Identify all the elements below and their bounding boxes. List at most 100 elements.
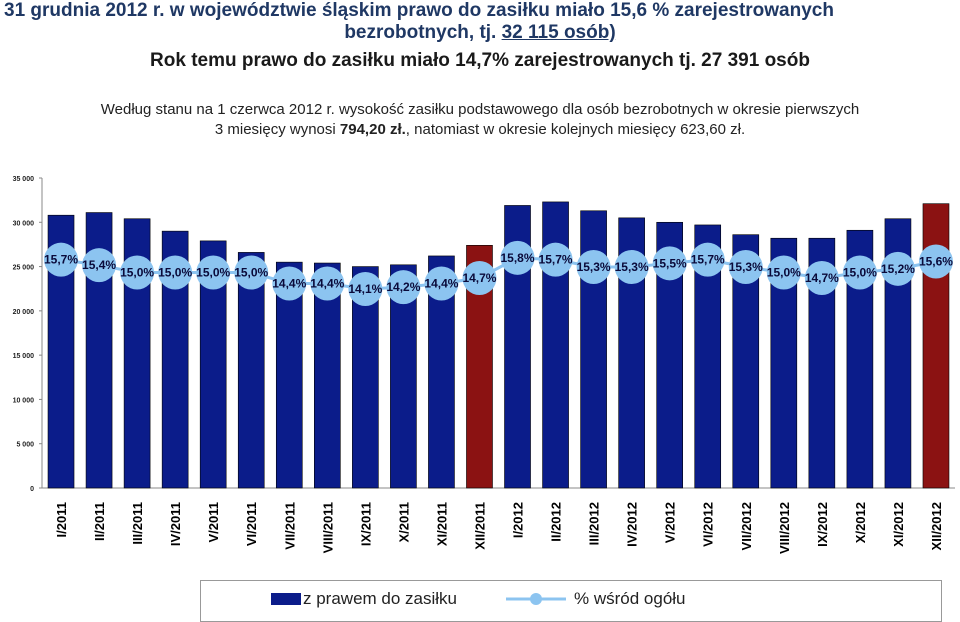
percent-marker: [500, 240, 535, 275]
percent-marker: [310, 266, 345, 301]
x-tick-label: I/2012: [511, 502, 526, 538]
x-tick-label: III/2012: [587, 502, 602, 545]
y-tick-label: 25 000: [13, 265, 35, 272]
x-tick-label: X/2012: [853, 502, 868, 543]
y-tick-label: 35 000: [13, 176, 35, 183]
x-tick-label: IX/2011: [358, 502, 373, 546]
x-tick-label: I/2011: [54, 502, 69, 537]
percent-marker: [386, 270, 421, 305]
bar-VI/2011: [237, 252, 265, 489]
x-tick-label: II/2012: [549, 502, 564, 542]
bar-chart: 0 5 000 10 000 15 000 20 000 25 000 30 000 35 0…: [13, 176, 955, 554]
x-tick-label: XII/2012: [929, 502, 944, 550]
percent-label: 15,7%: [691, 253, 725, 267]
percent-label: 14,1%: [348, 282, 382, 296]
x-tick-label: VI/2011: [244, 502, 259, 546]
x-tick-label: II/2011: [92, 502, 107, 541]
x-tick-label: XII/2011: [472, 502, 487, 550]
percent-label: 15,3%: [615, 260, 649, 274]
title-count: 32 115 osób): [501, 22, 616, 43]
percent-marker: [766, 255, 801, 290]
percent-label: 14,7%: [805, 271, 839, 285]
y-tick-label: 5 000: [16, 442, 34, 449]
percent-label: 15,0%: [767, 266, 801, 280]
percent-label: 14,2%: [386, 280, 420, 294]
x-tick-label: XI/2011: [434, 502, 449, 546]
percent-marker: [272, 266, 307, 301]
legend-bar-swatch: [271, 593, 301, 605]
x-tick-label: VI/2012: [701, 502, 716, 547]
note-part3: , natomiast w okresie kolejnych miesięcy…: [405, 121, 746, 138]
percent-label: 15,7%: [44, 253, 78, 267]
percent-marker: [842, 255, 877, 290]
percent-marker: [804, 261, 839, 295]
y-tick-label: 15 000: [13, 353, 35, 360]
percent-label: 14,4%: [272, 277, 306, 291]
percent-marker: [196, 255, 231, 290]
legend-item-line: % wśród ogółu: [506, 589, 686, 609]
percent-marker: [614, 250, 649, 284]
percent-label: 15,3%: [729, 260, 763, 274]
note-part2: 3 miesięcy wynosi: [214, 121, 340, 138]
note-part1: Według stanu na 1 czerwca 2012 r. wysoko…: [100, 101, 860, 118]
x-tick-label: XI/2012: [891, 502, 906, 547]
percent-label: 15,8%: [501, 251, 535, 265]
y-tick-label: 0: [30, 486, 34, 493]
percent-marker: [918, 244, 953, 279]
percent-label: 15,2%: [881, 262, 915, 276]
percent-marker: [234, 255, 269, 290]
percent-label: 15,5%: [653, 256, 687, 270]
percent-marker: [728, 250, 763, 284]
title-line-2: bezrobotnych, tj. 32 115 osób): [344, 22, 615, 43]
percent-label: 14,4%: [424, 277, 458, 291]
percent-marker: [120, 255, 155, 290]
x-tick-label: VIII/2011: [320, 502, 335, 553]
x-tick-label: VII/2011: [282, 502, 297, 550]
x-tick-label: X/2011: [396, 502, 411, 543]
benefit-note: Według stanu na 1 czerwca 2012 r. wysoko…: [0, 100, 960, 140]
x-tick-label: VII/2012: [739, 502, 754, 550]
percent-label: 14,7%: [462, 271, 496, 285]
y-tick-label: 10 000: [13, 397, 35, 404]
percent-label: 15,0%: [158, 266, 192, 280]
legend-line-label: % wśród ogółu: [574, 589, 686, 608]
percent-label: 15,0%: [234, 266, 268, 280]
percent-marker: [652, 246, 687, 281]
percent-marker: [462, 261, 497, 295]
bar-VIII/2011: [314, 262, 341, 489]
title-line-2-text: bezrobotnych, tj.: [344, 22, 502, 43]
x-tick-label: V/2011: [206, 502, 221, 543]
percent-label: 15,0%: [843, 266, 877, 280]
y-tick-label: 30 000: [13, 220, 35, 227]
percent-marker: [880, 251, 915, 286]
percent-label: 15,7%: [539, 253, 573, 267]
x-tick-label: III/2011: [130, 502, 145, 545]
percent-label: 15,0%: [196, 266, 230, 280]
percent-marker: [82, 248, 117, 283]
percent-marker: [44, 242, 79, 277]
legend: z prawem do zasiłku % wśród ogółu: [200, 580, 942, 622]
percent-marker: [158, 255, 193, 290]
percent-marker: [690, 242, 725, 277]
y-tick-label: 20 000: [13, 309, 35, 316]
percent-label: 15,0%: [120, 266, 154, 280]
percent-label: 14,4%: [310, 277, 344, 291]
percent-marker: [348, 272, 383, 306]
legend-item-bars: z prawem do zasiłku: [271, 589, 457, 609]
percent-label: 15,6%: [919, 255, 953, 269]
percent-label: 15,3%: [577, 260, 611, 274]
x-tick-label: VIII/2012: [777, 502, 792, 554]
x-tick-label: IX/2012: [815, 502, 830, 547]
chart-title: 31 grudnia 2012 r. w województwie śląski…: [0, 0, 960, 44]
x-tick-label: V/2012: [663, 502, 678, 543]
percent-marker: [576, 250, 611, 284]
legend-line-swatch: [506, 593, 566, 605]
chart-subtitle: Rok temu prawo do zasiłku miało 14,7% za…: [150, 50, 810, 71]
legend-bar-label: z prawem do zasiłku: [303, 589, 458, 608]
percent-marker: [538, 242, 573, 277]
x-tick-label: IV/2012: [625, 502, 640, 547]
title-line-1: 31 grudnia 2012 r. w województwie śląski…: [4, 0, 834, 21]
x-tick-label: IV/2011: [168, 502, 183, 546]
note-amount: 794,20 zł.: [339, 121, 406, 138]
percent-marker: [424, 266, 459, 301]
